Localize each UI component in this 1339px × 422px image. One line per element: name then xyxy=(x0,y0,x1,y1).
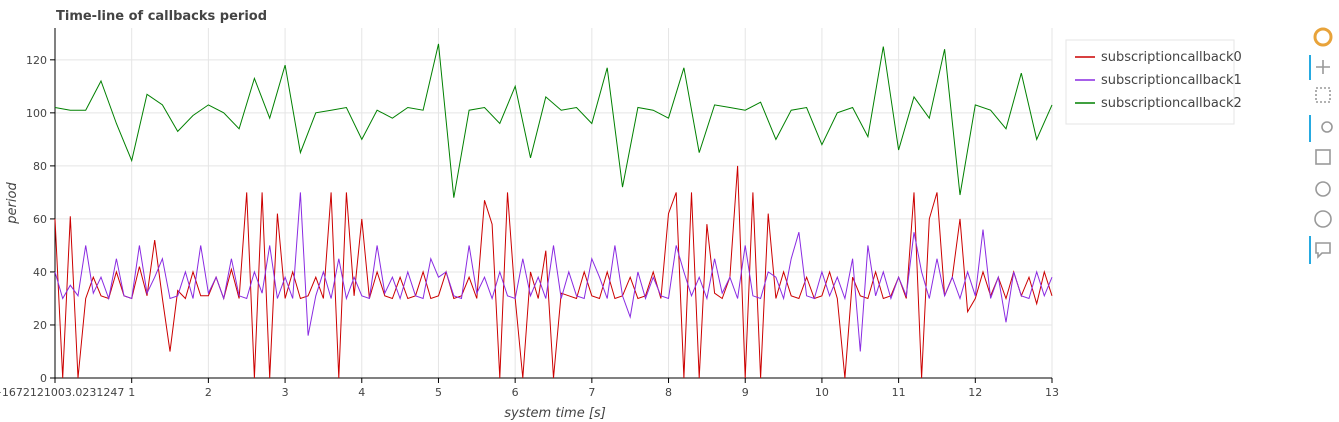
y-tick-label: 0 xyxy=(40,372,47,385)
x-tick-label: 11 xyxy=(892,386,906,399)
box-zoom-tool[interactable] xyxy=(1315,87,1331,103)
save-tool[interactable] xyxy=(1315,149,1331,165)
legend-label: subscriptioncallback2 xyxy=(1101,96,1242,111)
wheel-zoom-tool[interactable] xyxy=(1321,121,1333,133)
x-tick-label: 4 xyxy=(358,386,365,399)
series-line xyxy=(54,192,1053,352)
bokeh-logo[interactable] xyxy=(1313,27,1333,47)
x-tick-label: 6 xyxy=(512,386,519,399)
chart-title: Time-line of callbacks period xyxy=(56,9,267,24)
x-tick-label: 9 xyxy=(742,386,749,399)
x-tick-label: 1 xyxy=(128,386,135,399)
x-tick-label: 0+1672121003.0231247 xyxy=(0,386,124,399)
y-tick-label: 60 xyxy=(33,213,47,226)
series-line xyxy=(54,43,1053,198)
pan-tool[interactable] xyxy=(1316,60,1330,74)
y-tick-label: 20 xyxy=(33,319,47,332)
x-tick-label: 10 xyxy=(815,386,829,399)
x-tick-label: 5 xyxy=(435,386,442,399)
x-tick-label: 3 xyxy=(282,386,289,399)
x-tick-label: 13 xyxy=(1045,386,1059,399)
toolbar xyxy=(1309,27,1333,264)
legend-label: subscriptioncallback0 xyxy=(1101,50,1242,65)
y-tick-label: 120 xyxy=(26,54,47,67)
x-axis-label: system time [s] xyxy=(504,406,606,421)
x-tick-label: 7 xyxy=(588,386,595,399)
y-tick-label: 100 xyxy=(26,107,47,120)
help-tool[interactable] xyxy=(1314,210,1332,228)
y-tick-label: 40 xyxy=(33,266,47,279)
x-tick-label: 12 xyxy=(968,386,982,399)
legend-box xyxy=(1065,39,1235,125)
x-tick-label: 2 xyxy=(205,386,212,399)
hover-tool[interactable] xyxy=(1315,242,1331,259)
reset-tool[interactable] xyxy=(1315,181,1331,197)
y-tick-label: 80 xyxy=(33,160,47,173)
y-axis-label: period xyxy=(5,182,20,225)
legend-label: subscriptioncallback1 xyxy=(1101,73,1242,88)
x-tick-label: 8 xyxy=(665,386,672,399)
